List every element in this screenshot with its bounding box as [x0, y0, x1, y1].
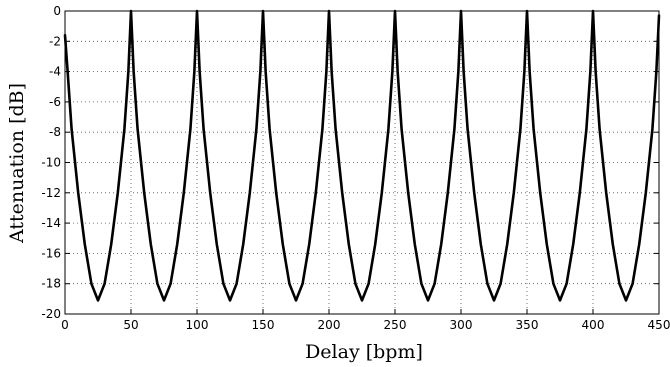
x-tick-label: 50	[123, 318, 138, 332]
x-tick-labels: 0 50 100 150 200 250 300 350 400 450	[61, 318, 670, 332]
x-tick-label: 350	[516, 318, 539, 332]
x-tick-label: 100	[186, 318, 209, 332]
y-tick-label: -20	[41, 307, 61, 321]
y-tick-label: 0	[53, 4, 61, 18]
x-axis-label: Delay [bpm]	[305, 341, 423, 363]
x-tick-label: 150	[252, 318, 275, 332]
y-tick-label: -2	[49, 34, 61, 48]
data-lines	[63, 9, 661, 302]
x-tick-label: 300	[450, 318, 473, 332]
y-tick-label: -14	[41, 216, 61, 230]
y-tick-label: -10	[41, 156, 61, 170]
x-tick-label: 450	[648, 318, 670, 332]
y-tick-label: -16	[41, 246, 61, 260]
y-tick-label: -8	[49, 125, 61, 139]
x-tick-label: 200	[318, 318, 341, 332]
ticks	[64, 10, 660, 315]
x-tick-label: 400	[582, 318, 605, 332]
y-tick-label: -12	[41, 186, 61, 200]
grid	[64, 10, 660, 315]
x-tick-label: 250	[384, 318, 407, 332]
y-tick-labels: 0 -2 -4 -6 -8 -10 -12 -14 -16 -18 -20	[41, 4, 61, 321]
x-tick-label: 0	[61, 318, 69, 332]
y-tick-label: -4	[49, 65, 61, 79]
y-axis-label: Attenuation [dB]	[6, 83, 28, 244]
y-tick-label: -18	[41, 277, 61, 291]
series-line	[63, 9, 661, 302]
y-tick-label: -6	[49, 95, 61, 109]
